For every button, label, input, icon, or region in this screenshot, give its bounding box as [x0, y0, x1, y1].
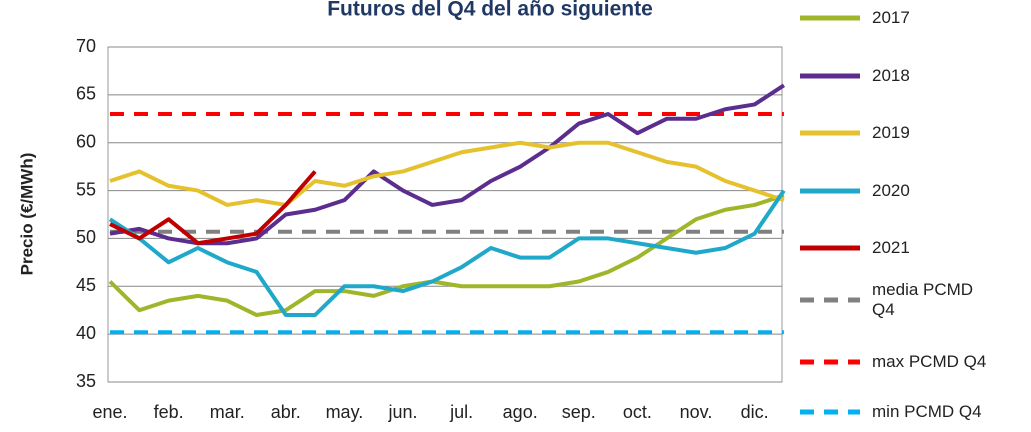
x-tick-label: may.: [326, 402, 364, 422]
x-tick-label: jul.: [449, 402, 473, 422]
legend-entry: 2021: [800, 238, 910, 258]
legend-swatch: [800, 15, 860, 21]
x-tick-label: mar.: [210, 402, 245, 422]
legend-label: 2019: [872, 123, 910, 142]
legend-swatch: [800, 359, 860, 365]
y-tick-label: 60: [76, 131, 96, 151]
x-tick-label: ene.: [92, 402, 127, 422]
x-tick-label: jun.: [387, 402, 417, 422]
legend-label: 2020: [872, 181, 910, 200]
x-tick-label: oct.: [623, 402, 652, 422]
y-tick-label: 50: [76, 227, 96, 247]
x-tick-label: sep.: [562, 402, 596, 422]
y-tick-label: 55: [76, 179, 96, 199]
series-line: [109, 140, 785, 207]
legend-label: min PCMD Q4: [872, 402, 982, 421]
legend-label: 2021: [872, 238, 910, 257]
legend-entry: 2019: [800, 123, 910, 143]
y-tick-label: 45: [76, 275, 96, 295]
legend-swatch: [800, 73, 860, 79]
legend-label: max PCMD Q4: [872, 352, 987, 371]
x-tick-label: feb.: [154, 402, 184, 422]
legend-entry: min PCMD Q4: [800, 402, 982, 422]
legend-entry: media PCMD Q4: [800, 280, 1000, 319]
x-tick-label: ago.: [503, 402, 538, 422]
series-line: [109, 83, 785, 246]
y-tick-label: 35: [76, 371, 96, 391]
legend-entry: 2018: [800, 66, 910, 86]
legend-entry: 2017: [800, 8, 910, 28]
legend-label: 2018: [872, 66, 910, 85]
x-tick-label: nov.: [680, 402, 713, 422]
x-tick-label: abr.: [271, 402, 301, 422]
y-axis-label: Precio (€/MWh): [17, 153, 36, 276]
legend-entry: 2020: [800, 181, 910, 201]
chart-title: Futuros del Q4 del año siguiente: [327, 0, 653, 21]
y-tick-label: 40: [76, 323, 96, 343]
legend-swatch: [800, 409, 860, 415]
legend-swatch: [800, 188, 860, 194]
series-line: [109, 170, 317, 246]
series-line: [108, 189, 786, 317]
legend-swatch: [800, 245, 860, 251]
legend-label: media PCMD Q4: [872, 280, 974, 319]
x-tick-label: dic.: [741, 402, 769, 422]
legend-label: 2017: [872, 8, 910, 27]
legend-swatch: [800, 130, 860, 136]
legend-entry: max PCMD Q4: [800, 352, 986, 372]
y-tick-label: 70: [76, 36, 96, 56]
y-tick-label: 65: [76, 84, 96, 104]
legend-swatch: [800, 297, 860, 303]
series-line: [108, 193, 785, 317]
